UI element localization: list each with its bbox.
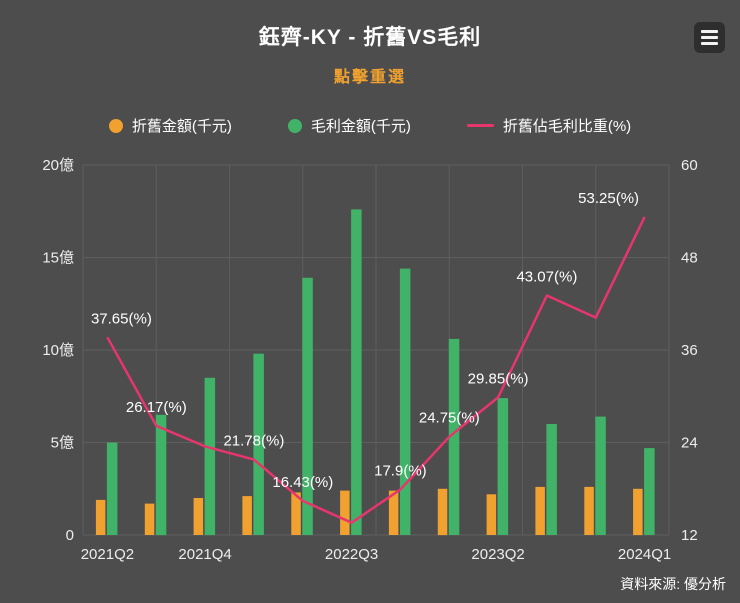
x-axis-label: 2024Q1 (618, 546, 671, 563)
depreciation-bar[interactable] (193, 498, 204, 535)
depreciation-bar[interactable] (535, 486, 545, 535)
gross-profit-bar[interactable] (644, 448, 655, 535)
gross-profit-bar[interactable] (302, 277, 313, 535)
legend-item-gross-profit[interactable]: 毛利金額(千元) (287, 115, 411, 136)
legend-label: 折舊金額(千元) (131, 118, 232, 135)
ratio-point-label: 53.25(%) (578, 190, 639, 207)
legend-item-depreciation[interactable]: 折舊金額(千元) (108, 115, 232, 136)
depreciation-bar[interactable] (242, 496, 252, 535)
ratio-point-label: 17.9(%) (374, 463, 427, 480)
depreciation-marker-icon (108, 118, 123, 133)
depreciation-bar[interactable] (633, 488, 643, 536)
ratio-line-marker-icon (466, 124, 494, 127)
depreciation-bar[interactable] (486, 494, 497, 535)
chart-title: 鈺齊-KY - 折舊VS毛利 (258, 26, 482, 49)
chart-subtitle: 點擊重選 (333, 69, 406, 86)
gross-profit-bar[interactable] (399, 268, 411, 535)
source-note: 資料來源: 優分析 (620, 576, 726, 592)
gross-profit-bar[interactable] (595, 416, 606, 535)
ratio-point-label: 24.75(%) (419, 410, 480, 427)
depreciation-bar[interactable] (437, 488, 448, 536)
depreciation-bar[interactable] (584, 486, 594, 535)
ratio-line (106, 216, 646, 524)
gross-profit-bar[interactable] (106, 442, 118, 536)
y-axis-left-label: 15億 (42, 250, 74, 267)
ratio-point-label: 37.65(%) (91, 310, 152, 327)
legend-label: 折舊佔毛利比重(%) (502, 118, 632, 135)
gross-profit-bar[interactable] (351, 209, 362, 535)
legend-item-ratio[interactable]: 折舊佔毛利比重(%) (466, 115, 632, 136)
gross-profit-bar[interactable] (497, 398, 509, 535)
depreciation-bar[interactable] (95, 499, 106, 535)
depreciation-bar[interactable] (291, 492, 301, 535)
gross-profit-bar[interactable] (204, 377, 216, 536)
legend-label: 毛利金額(千元) (310, 118, 411, 135)
y-axis-left-label: 10億 (42, 342, 74, 359)
y-axis-right-label: 24 (681, 435, 698, 452)
gross-profit-bar[interactable] (448, 338, 460, 535)
hamburger-icon (701, 30, 718, 45)
ratio-point-label: 43.07(%) (516, 269, 577, 286)
depreciation-bar[interactable] (144, 503, 155, 535)
y-axis-left-label: 20億 (42, 157, 74, 174)
depreciation-bar[interactable] (388, 490, 399, 535)
y-axis-right-label: 36 (681, 342, 698, 359)
x-axis-label: 2022Q3 (325, 546, 378, 563)
ratio-point-label: 29.85(%) (468, 370, 529, 387)
gross-profit-marker-icon (287, 118, 302, 133)
x-axis-label: 2023Q2 (471, 546, 524, 563)
x-axis-label: 2021Q2 (81, 546, 134, 563)
menu-button[interactable] (694, 22, 725, 53)
ratio-point-label: 16.43(%) (272, 474, 333, 491)
ratio-point-label: 21.78(%) (223, 433, 284, 450)
ratio-point-label: 26.17(%) (126, 399, 187, 416)
y-axis-right-label: 48 (681, 250, 698, 267)
gross-profit-bar[interactable] (155, 414, 167, 536)
depreciation-bar[interactable] (340, 490, 350, 535)
y-axis-left-label: 5億 (51, 435, 74, 452)
legend: 折舊金額(千元) 毛利金額(千元) 折舊佔毛利比重(%) (0, 115, 740, 136)
y-axis-left-label: 0 (66, 527, 74, 544)
x-axis-label: 2021Q4 (178, 546, 231, 563)
y-axis-right-label: 60 (681, 157, 698, 174)
y-axis-right-label: 12 (681, 527, 698, 544)
gross-profit-bar[interactable] (253, 353, 264, 535)
gross-profit-bar[interactable] (546, 424, 557, 535)
